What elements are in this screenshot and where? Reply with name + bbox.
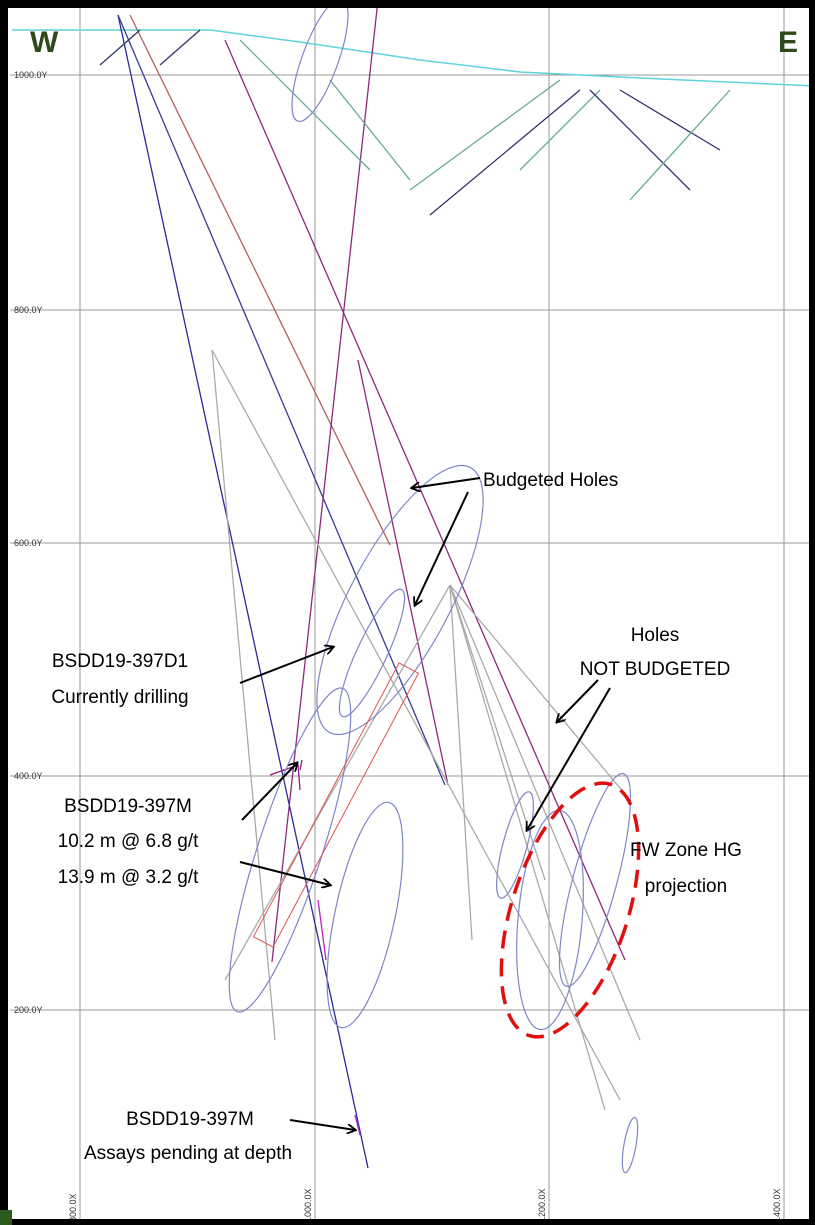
- annotation: Budgeted Holes: [483, 470, 618, 491]
- x-label: 1200.0X: [537, 1188, 547, 1222]
- x-label: 1400.0X: [772, 1188, 782, 1222]
- grid: [10, 0, 815, 1225]
- drill-holes: [99, 0, 731, 1169]
- annotation: Assays pending at depth: [84, 1143, 292, 1164]
- x-label: 800.0X: [68, 1193, 78, 1222]
- annotation: BSDD19-397M: [126, 1109, 254, 1130]
- y-label: 600.0Y: [14, 538, 43, 548]
- annotation: NOT BUDGETED: [580, 659, 731, 680]
- y-label: 800.0Y: [14, 305, 43, 315]
- arrows: [239, 477, 611, 1130]
- annotation: Holes: [631, 625, 680, 646]
- annotation: 10.2 m @ 6.8 g/t: [58, 831, 199, 852]
- x-label: 1000.0X: [303, 1188, 313, 1222]
- y-label: 400.0Y: [14, 771, 43, 781]
- annotation: BSDD19-397D1: [52, 651, 188, 672]
- west-label: W: [30, 26, 59, 59]
- annotation: Currently drilling: [51, 687, 188, 708]
- corner: [0, 1210, 12, 1225]
- y-label: 200.0Y: [14, 1005, 43, 1015]
- east-label: E: [778, 26, 798, 59]
- topography: [12, 29, 815, 87]
- annotation: FW Zone HG: [630, 840, 742, 861]
- grid-labels: 1000.0Y 800.0Y 600.0Y 400.0Y 200.0Y 800.…: [14, 70, 782, 1222]
- annotation: projection: [645, 876, 727, 897]
- zones: [228, 0, 641, 1174]
- annotation: 13.9 m @ 3.2 g/t: [58, 867, 199, 888]
- annotations: Budgeted Holes Holes NOT BUDGETED BSDD19…: [51, 470, 742, 1164]
- y-label: 1000.0Y: [14, 70, 48, 80]
- annotation: BSDD19-397M: [64, 796, 192, 817]
